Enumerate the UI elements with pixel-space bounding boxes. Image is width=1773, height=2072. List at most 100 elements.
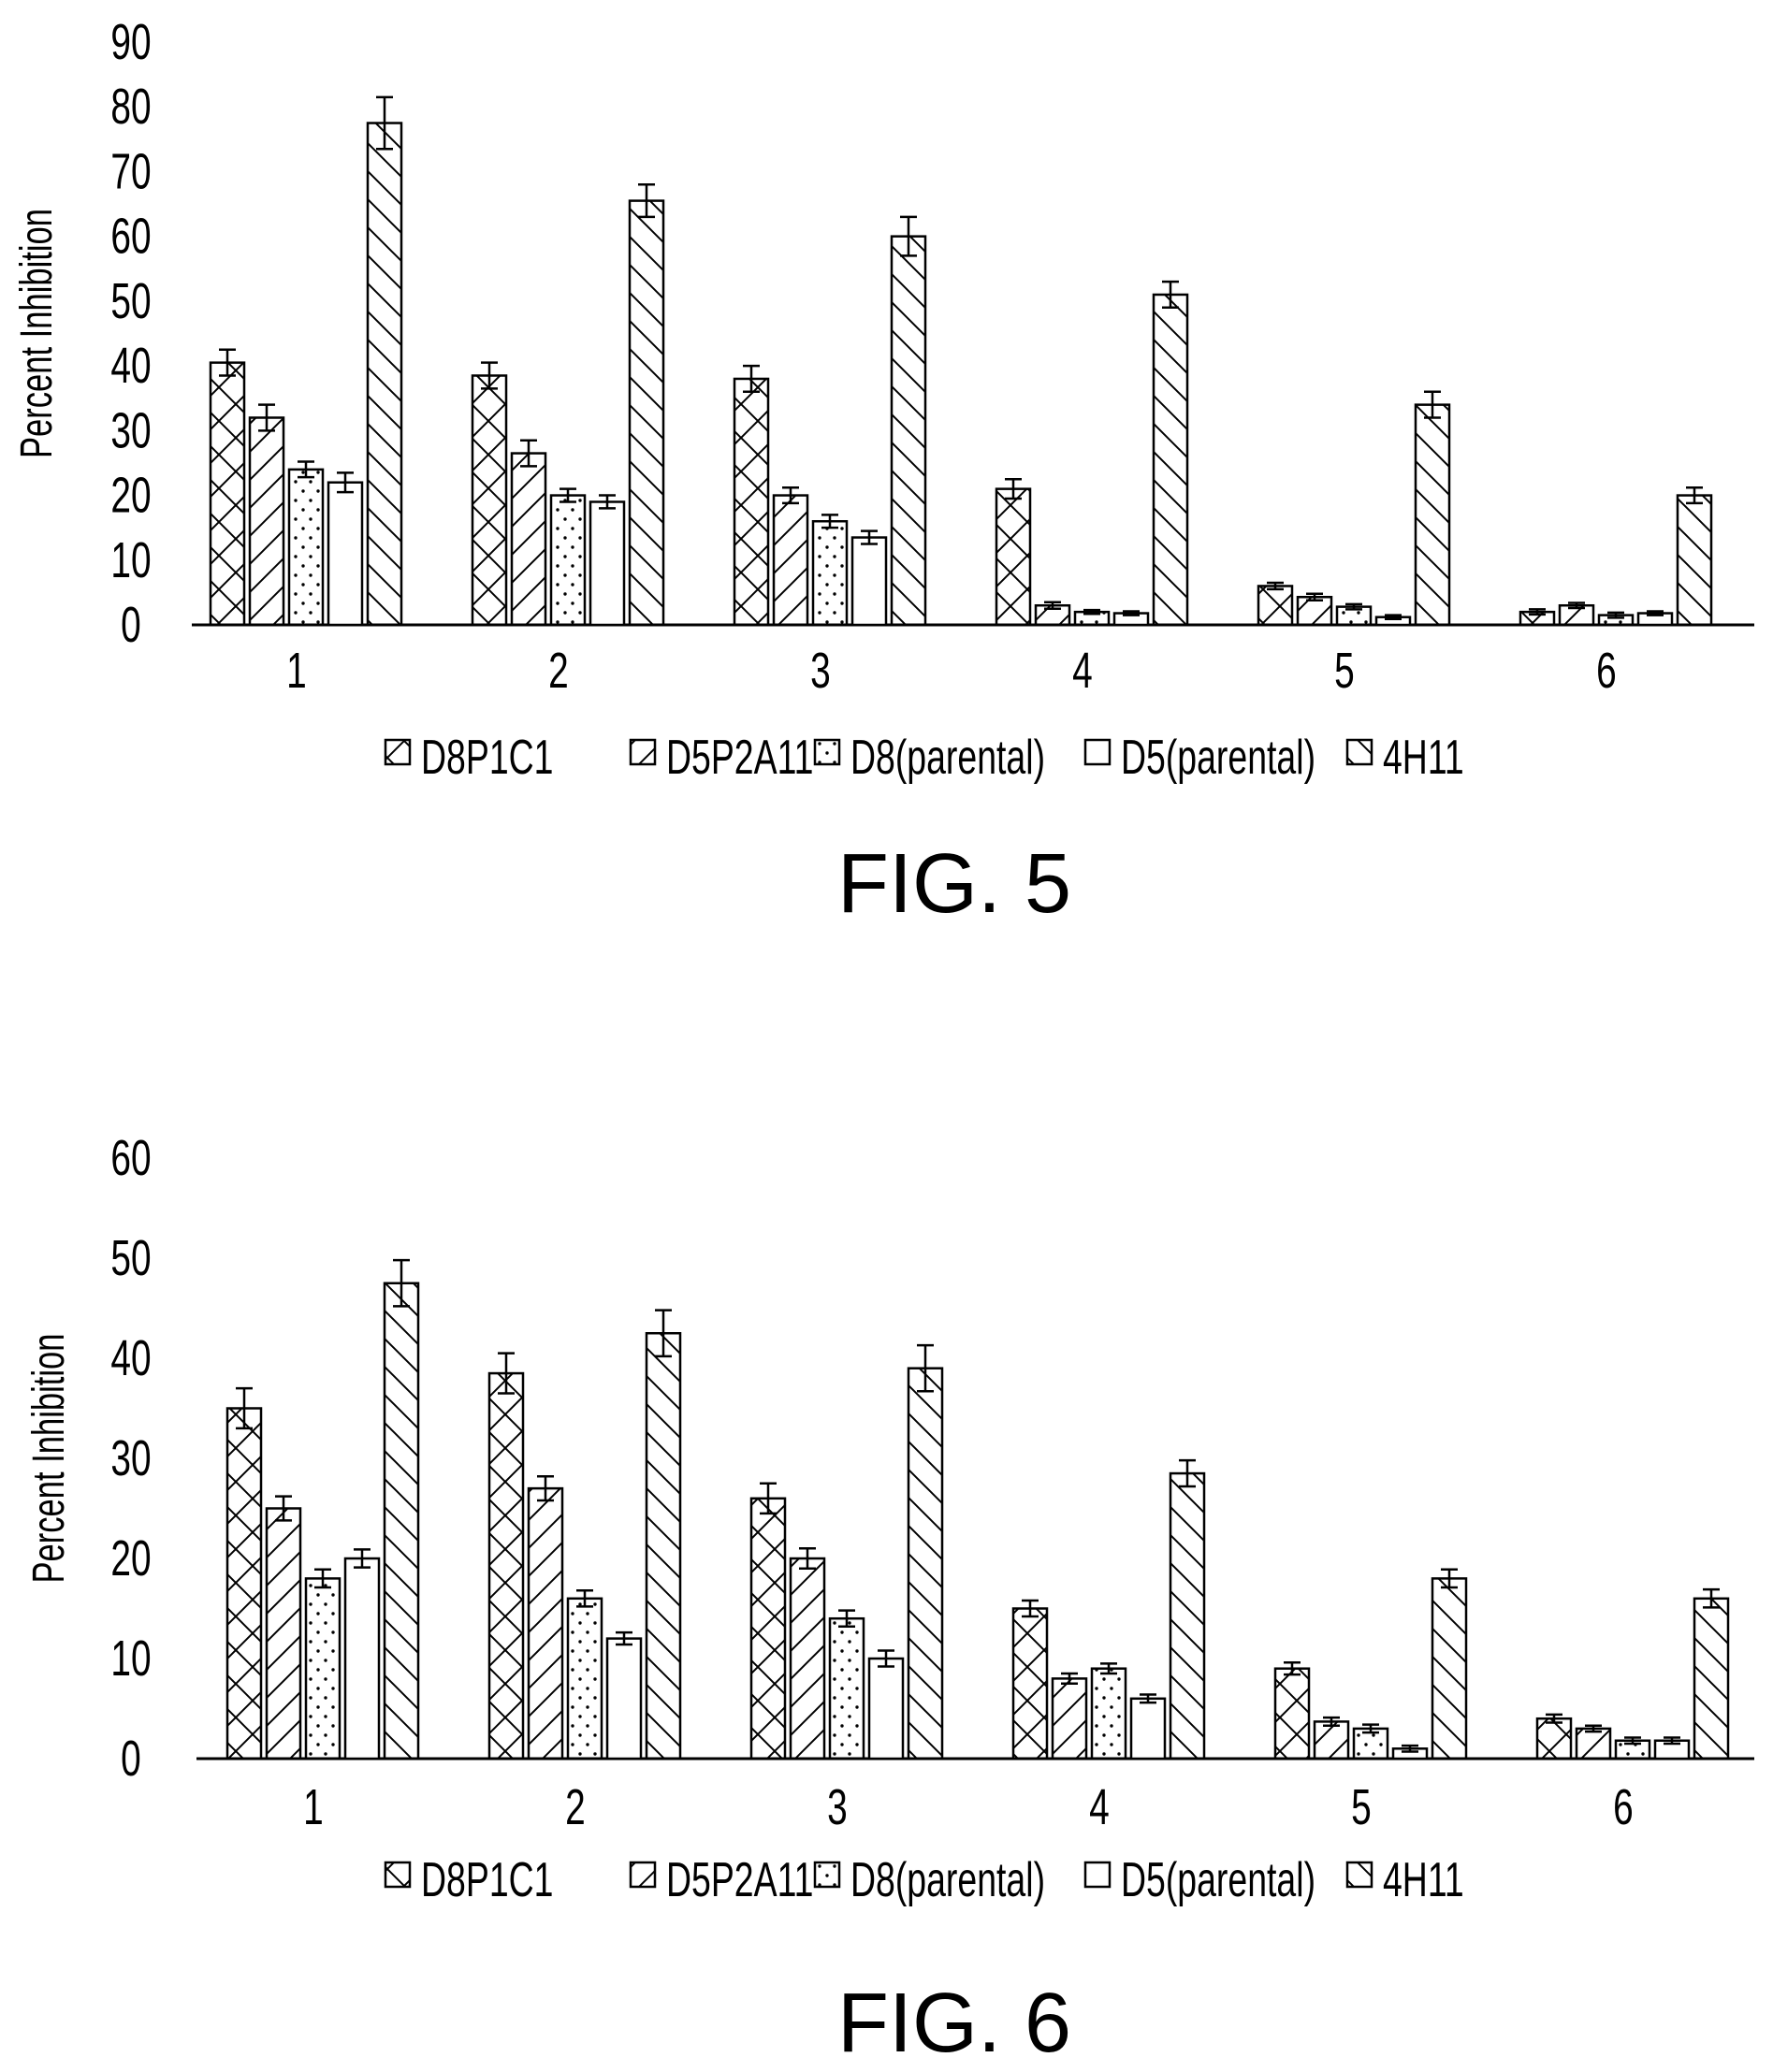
error-bar bbox=[878, 1649, 894, 1668]
bar-d5-parental--3 bbox=[867, 1657, 905, 1760]
bar-4h11-1 bbox=[366, 122, 403, 627]
legend-label: D5P2A11 bbox=[666, 1852, 813, 1907]
error-bar bbox=[655, 1309, 672, 1358]
x-category-label: 5 bbox=[1334, 642, 1355, 699]
legend-swatch bbox=[384, 1861, 412, 1889]
error-bar bbox=[337, 471, 354, 494]
error-bar bbox=[1624, 1736, 1641, 1746]
legend-swatch bbox=[1083, 1861, 1112, 1889]
bar-d8-parental--1 bbox=[287, 468, 325, 627]
error-bar bbox=[1179, 1458, 1196, 1488]
y-tick-label: 0 bbox=[121, 596, 141, 653]
x-category-label: 1 bbox=[303, 1778, 324, 1835]
error-bar bbox=[1061, 1672, 1078, 1685]
y-tick-label: 10 bbox=[110, 1630, 151, 1687]
error-bar bbox=[760, 1482, 777, 1515]
y-tick-label: 0 bbox=[121, 1730, 141, 1787]
error-bar bbox=[1686, 485, 1703, 505]
y-tick-label: 70 bbox=[110, 142, 151, 199]
error-bar bbox=[743, 364, 760, 394]
legend-swatch bbox=[1083, 738, 1112, 766]
bar-d8p1c1-5 bbox=[1257, 585, 1294, 627]
bar-d5p2a11-1 bbox=[248, 416, 285, 627]
y-tick-label: 60 bbox=[110, 207, 151, 264]
error-bar bbox=[236, 1386, 253, 1430]
legend: D8P1C1 D5P2A11 D8(parental) D5(parental) 4H1… bbox=[384, 1852, 1464, 1907]
y-tick-label: 40 bbox=[110, 337, 151, 394]
error-bar bbox=[1362, 1723, 1379, 1734]
error-bar bbox=[1083, 608, 1100, 616]
bar-d8-parental--3 bbox=[811, 519, 849, 627]
y-tick-label: 90 bbox=[110, 13, 151, 70]
bar-d5p2a11-2 bbox=[510, 452, 547, 627]
bar-d5p2a11-6 bbox=[1575, 1727, 1612, 1760]
bar-d8p1c1-2 bbox=[471, 374, 508, 627]
x-category-label: 6 bbox=[1596, 642, 1617, 699]
error-bar bbox=[900, 215, 917, 257]
x-category-label: 5 bbox=[1351, 1778, 1372, 1835]
legend-label: D8P1C1 bbox=[421, 730, 553, 785]
error-bar bbox=[1044, 601, 1061, 610]
legend-label: D5(parental) bbox=[1121, 730, 1315, 785]
bar-4h11-2 bbox=[645, 1332, 682, 1760]
bar-4h11-3 bbox=[907, 1367, 944, 1760]
error-bar bbox=[520, 439, 537, 468]
bar-d5p2a11-1 bbox=[265, 1507, 302, 1760]
bar-4h11-1 bbox=[383, 1282, 420, 1760]
legend-label: D8P1C1 bbox=[421, 1852, 553, 1907]
legend-swatch bbox=[1345, 738, 1373, 766]
error-bar bbox=[821, 514, 838, 529]
y-tick-label: 20 bbox=[110, 466, 151, 523]
bar-d8p1c1-2 bbox=[487, 1371, 525, 1760]
error-bar bbox=[1546, 1713, 1562, 1724]
bar-d8-parental--2 bbox=[566, 1597, 603, 1760]
bar-d8p1c1-1 bbox=[225, 1407, 263, 1760]
error-bar bbox=[298, 460, 314, 479]
error-bar bbox=[1345, 602, 1362, 611]
bar-d8p1c1-3 bbox=[733, 377, 770, 627]
x-category-label: 4 bbox=[1089, 1778, 1110, 1835]
bar-d5p2a11-2 bbox=[527, 1486, 564, 1760]
error-bar bbox=[1402, 1744, 1418, 1753]
x-category-label: 2 bbox=[548, 642, 569, 699]
x-category-label: 3 bbox=[810, 642, 831, 699]
bar-4h11-2 bbox=[628, 199, 665, 627]
error-bar bbox=[481, 361, 498, 390]
error-bar bbox=[393, 1258, 410, 1308]
error-bar bbox=[1100, 1662, 1117, 1675]
legend-label: D8(parental) bbox=[850, 1852, 1045, 1907]
legend-swatch bbox=[384, 738, 412, 766]
error-bar bbox=[1385, 614, 1402, 621]
error-bar bbox=[354, 1548, 371, 1569]
bar-4h11-3 bbox=[890, 235, 927, 627]
figure-caption: FIG. 6 bbox=[837, 1977, 1071, 2070]
bar-d8p1c1-4 bbox=[1011, 1607, 1049, 1760]
bar-4h11-6 bbox=[1693, 1597, 1730, 1760]
error-bar bbox=[1162, 280, 1179, 310]
figure-caption: FIG. 5 bbox=[837, 837, 1071, 931]
y-axis-label: Percent Inhibition bbox=[22, 1334, 73, 1584]
error-bar bbox=[1140, 1693, 1156, 1704]
error-bar bbox=[314, 1568, 331, 1589]
x-category-label: 2 bbox=[565, 1778, 586, 1835]
legend-swatch bbox=[1345, 1861, 1373, 1889]
error-bar bbox=[616, 1630, 632, 1646]
bar-4h11-6 bbox=[1676, 494, 1713, 627]
error-bar bbox=[1323, 1716, 1340, 1727]
error-bar bbox=[537, 1475, 554, 1502]
legend-label: 4H11 bbox=[1383, 730, 1464, 785]
error-bar bbox=[1005, 478, 1022, 500]
y-tick-label: 30 bbox=[110, 1429, 151, 1486]
bar-d8p1c1-1 bbox=[209, 361, 246, 627]
bar-4h11-4 bbox=[1169, 1471, 1206, 1760]
y-axis-label: Percent Inhibition bbox=[10, 209, 61, 458]
bar-d8p1c1-6 bbox=[1535, 1717, 1573, 1760]
error-bar bbox=[1664, 1736, 1680, 1746]
bar-d8p1c1-3 bbox=[749, 1497, 787, 1760]
legend-swatch bbox=[629, 738, 657, 766]
error-bar bbox=[1306, 592, 1323, 601]
bar-d5-parental--4 bbox=[1129, 1697, 1167, 1760]
bar-d8-parental--2 bbox=[549, 494, 587, 627]
bar-d5p2a11-5 bbox=[1313, 1720, 1350, 1760]
bar-4h11-5 bbox=[1431, 1577, 1468, 1760]
